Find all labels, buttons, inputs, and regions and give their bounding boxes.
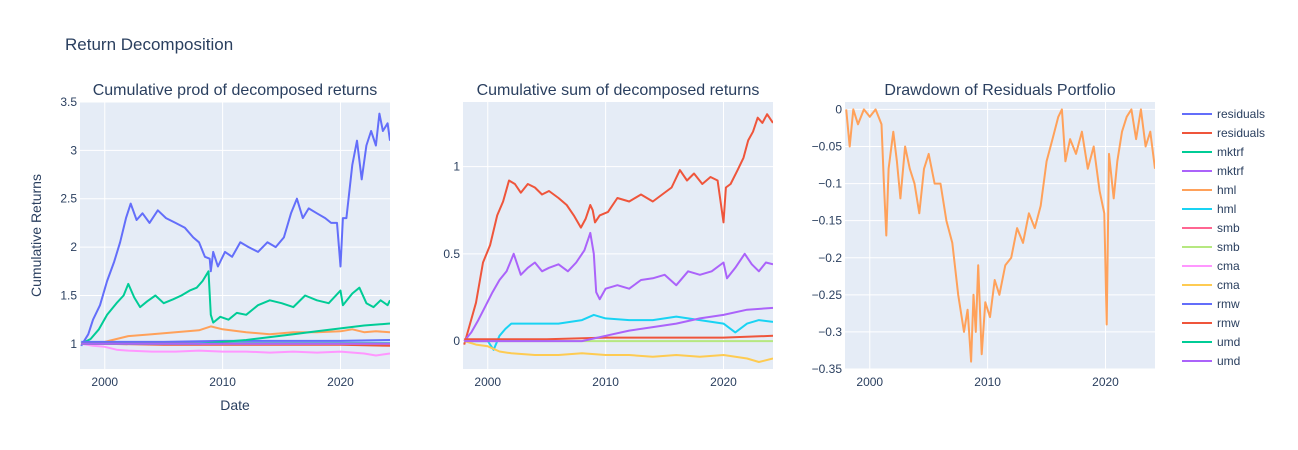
- y-tick-label: 0: [453, 334, 460, 348]
- legend-label: umd: [1217, 354, 1240, 368]
- y-tick-label: 1: [453, 160, 460, 174]
- legend-item-rmw[interactable]: rmw: [1182, 297, 1240, 311]
- series-line-umd[interactable]: [464, 306, 773, 343]
- series-line-hml[interactable]: [464, 313, 773, 351]
- subplot-1: 2000 2010 2020 1 1.5 2 2.5 3 3.5 Cumulative prod …: [28, 82, 390, 413]
- series-line-drawdown[interactable]: [845, 108, 1155, 363]
- legend-label: residuals: [1217, 126, 1265, 140]
- legend-item-residuals[interactable]: residuals: [1182, 107, 1265, 121]
- series-line-mktrf[interactable]: [80, 270, 390, 345]
- y-tick-label: −0.3: [818, 325, 842, 339]
- y-tick-label: 2.5: [60, 192, 77, 206]
- legend-item-cma[interactable]: cma: [1182, 259, 1240, 273]
- subplot-title: Cumulative prod of decomposed returns: [93, 82, 378, 99]
- subplot-2: 2000 2010 2020 0 0.5 1 Cumulative sum of decom…: [443, 82, 773, 389]
- x-tick-label: 2020: [1092, 375, 1119, 389]
- series-line-residuals[interactable]: [463, 113, 773, 345]
- series-line-cma[interactable]: [463, 340, 773, 363]
- legend-label: mktrf: [1217, 145, 1244, 159]
- subplots: 2000 2010 2020 1 1.5 2 2.5 3 3.5 Cumulative prod …: [28, 82, 1155, 413]
- legend-label: hml: [1217, 202, 1236, 216]
- legend-item-smb[interactable]: smb: [1182, 221, 1240, 235]
- legend-item-umd[interactable]: umd: [1182, 354, 1240, 368]
- legend-label: cma: [1217, 259, 1240, 273]
- y-tick-label: 3: [70, 143, 77, 157]
- y-axis-label: Cumulative Returns: [28, 174, 44, 297]
- subplot-title: Cumulative sum of decomposed returns: [477, 82, 760, 99]
- legend-label: rmw: [1217, 316, 1240, 330]
- y-tick-label: −0.15: [812, 214, 843, 228]
- x-axis-label: Date: [220, 397, 250, 413]
- series-line-rmw[interactable]: [464, 334, 773, 341]
- series-line-hml[interactable]: [81, 325, 390, 346]
- y-tick-label: −0.05: [812, 140, 843, 154]
- legend-label: smb: [1217, 221, 1240, 235]
- series-group: [80, 112, 390, 357]
- x-tick-label: 2010: [974, 375, 1001, 389]
- legend-item-hml[interactable]: hml: [1182, 183, 1236, 197]
- x-tick-label: 2000: [91, 375, 118, 389]
- y-tick-label: −0.2: [818, 251, 842, 265]
- y-tick-label: 3.5: [60, 95, 77, 109]
- y-tick-label: 0.5: [443, 247, 460, 261]
- legend-item-hml[interactable]: hml: [1182, 202, 1236, 216]
- subplot-title: Drawdown of Residuals Portfolio: [884, 82, 1115, 99]
- legend-label: mktrf: [1217, 164, 1244, 178]
- series-group: [845, 108, 1155, 363]
- legend-label: cma: [1217, 278, 1240, 292]
- x-tick-label: 2000: [856, 375, 883, 389]
- legend-label: residuals: [1217, 107, 1265, 121]
- y-tick-label: 2: [70, 240, 77, 254]
- figure-title: Return Decomposition: [65, 35, 233, 54]
- subplot-3: 2000 2010 2020 0 −0.05 −0.1 −0.15 −0.2 −0.25 −0.3…: [812, 82, 1155, 389]
- legend-item-mktrf[interactable]: mktrf: [1182, 145, 1244, 159]
- series-group: [463, 113, 773, 363]
- x-tick-label: 2020: [327, 375, 354, 389]
- y-tick-label: −0.35: [812, 362, 843, 376]
- x-tick-label: 2010: [209, 375, 236, 389]
- series-line-mktrf[interactable]: [463, 231, 773, 342]
- legend-item-smb[interactable]: smb: [1182, 240, 1240, 254]
- legend-item-cma[interactable]: cma: [1182, 278, 1240, 292]
- legend-item-umd[interactable]: umd: [1182, 335, 1240, 349]
- legend-label: umd: [1217, 335, 1240, 349]
- series-line-residuals[interactable]: [80, 112, 390, 347]
- legend-item-rmw[interactable]: rmw: [1182, 316, 1240, 330]
- y-tick-label: −0.25: [812, 288, 843, 302]
- legend-label: smb: [1217, 240, 1240, 254]
- x-tick-label: 2020: [710, 375, 737, 389]
- plot-area[interactable]: [463, 102, 773, 369]
- legend-item-residuals[interactable]: residuals: [1182, 126, 1265, 140]
- x-tick-label: 2000: [474, 375, 501, 389]
- legend-label: hml: [1217, 183, 1236, 197]
- y-tick-label: 1.5: [60, 288, 77, 302]
- y-tick-label: −0.1: [818, 177, 842, 191]
- legend-item-mktrf[interactable]: mktrf: [1182, 164, 1244, 178]
- x-tick-label: 2010: [592, 375, 619, 389]
- y-tick-label: 1: [70, 337, 77, 351]
- series-line-cma[interactable]: [81, 342, 390, 357]
- legend[interactable]: residuals residuals mktrf mktrf hml hml smb smb…: [1182, 107, 1265, 368]
- y-tick-label: 0: [835, 102, 842, 116]
- legend-label: rmw: [1217, 297, 1240, 311]
